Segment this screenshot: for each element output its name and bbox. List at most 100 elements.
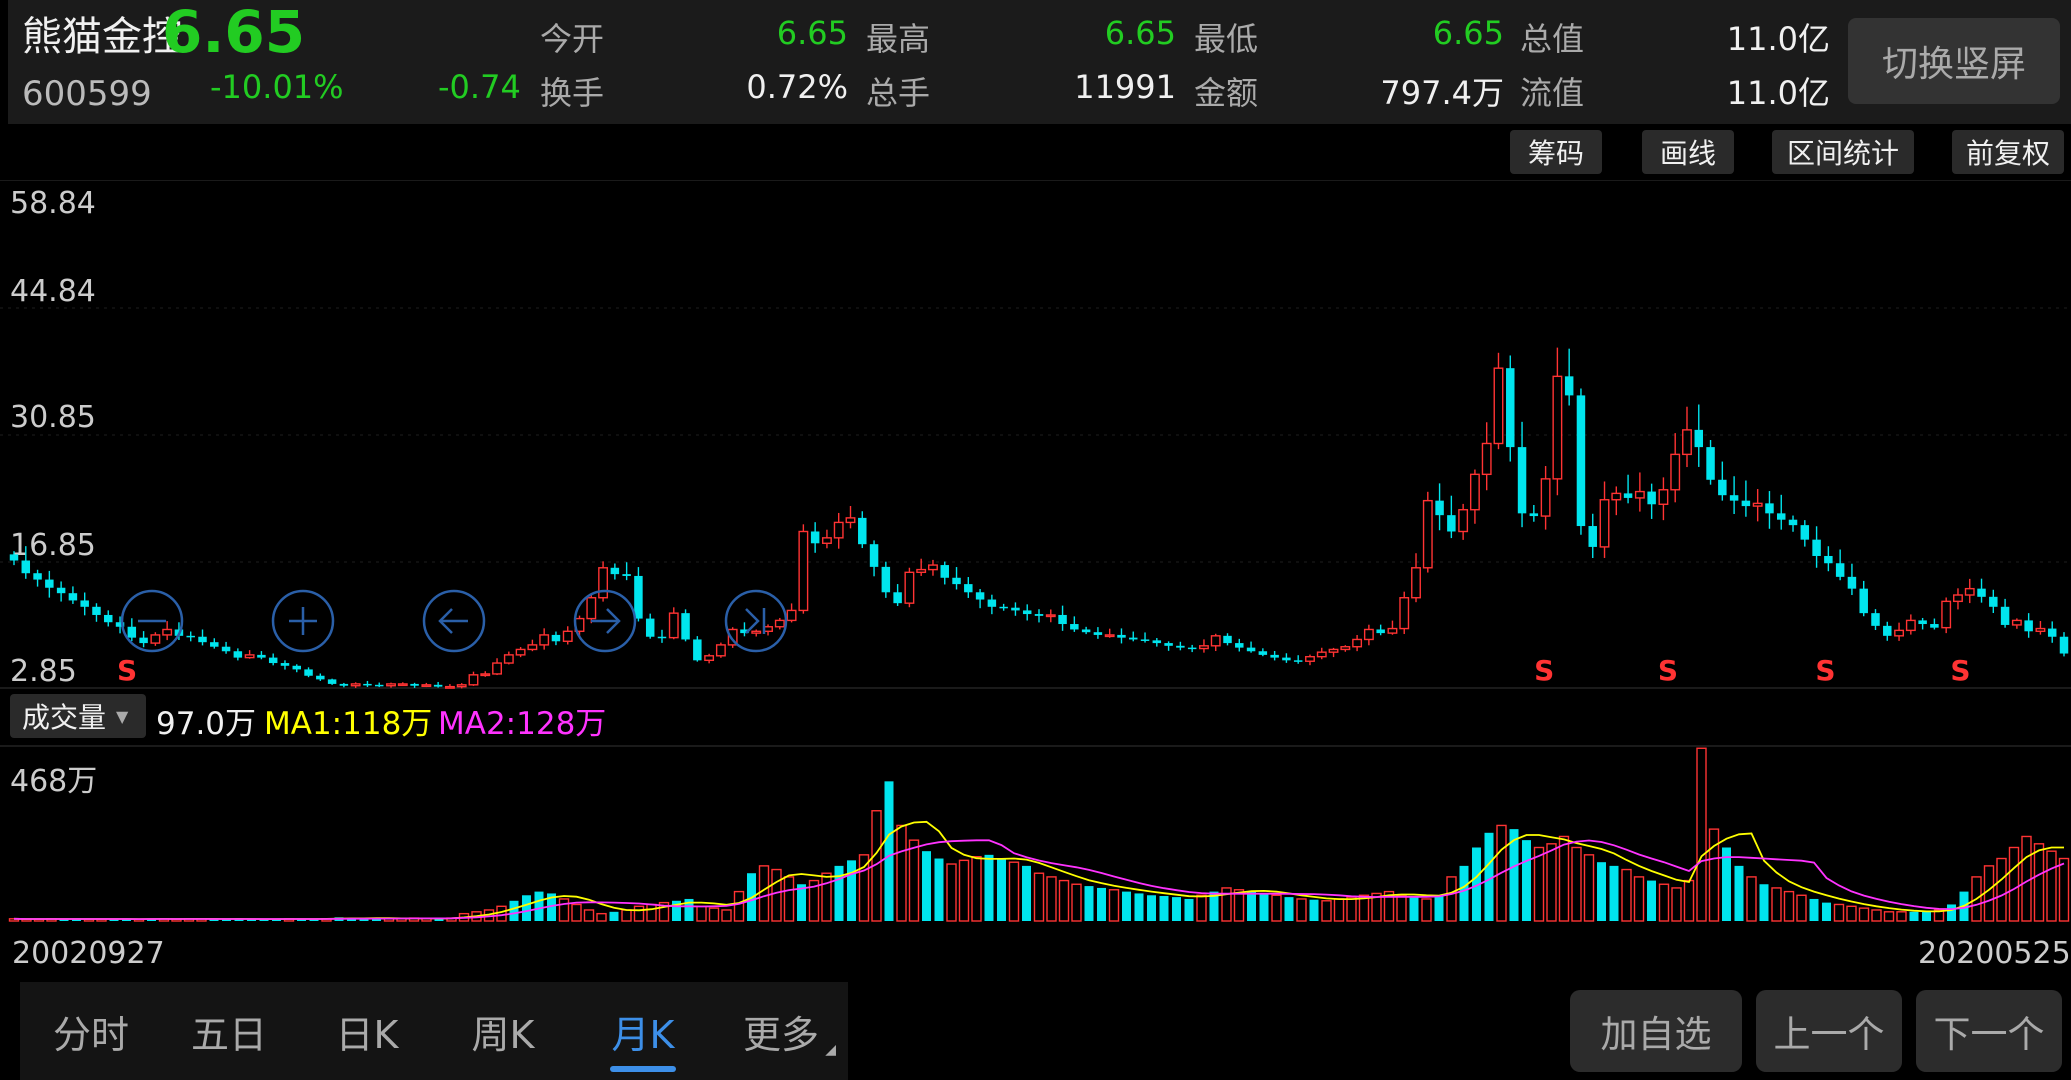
volume-bar xyxy=(1122,891,1131,921)
volume-bar xyxy=(621,909,632,922)
tab-intraday[interactable]: 分时 xyxy=(52,1012,129,1057)
volume-bar xyxy=(1871,909,1882,922)
candle-body xyxy=(1176,645,1185,648)
zoom-in-icon[interactable] xyxy=(271,589,335,653)
chips-button[interactable]: 筹码 xyxy=(1510,130,1602,174)
volume-chart[interactable] xyxy=(0,745,2071,925)
volume-bar xyxy=(1284,897,1294,921)
tab-monthly-k[interactable]: 月K xyxy=(584,982,702,1080)
volume-bar xyxy=(609,911,619,921)
draw-line-button[interactable]: 画线 xyxy=(1642,130,1734,174)
volume-bar xyxy=(1196,894,1207,922)
candle-body xyxy=(539,634,550,646)
volume-bar xyxy=(1134,893,1144,921)
volume-bar xyxy=(1722,847,1731,921)
candle-body xyxy=(1376,629,1385,634)
price-tick: 30.85 xyxy=(10,400,96,435)
indicator-selector-label: 成交量 xyxy=(22,701,107,734)
sell-signal-mark: S xyxy=(1815,654,1835,687)
volume-bar xyxy=(1558,835,1570,922)
turnover-label: 换手 xyxy=(540,74,605,112)
add-watchlist-button[interactable]: 加自选 xyxy=(1570,990,1742,1072)
volume-bar xyxy=(509,900,519,921)
candle-body xyxy=(1989,596,1998,607)
price-tick: 58.84 xyxy=(10,186,96,221)
adjust-button[interactable]: 前复权 xyxy=(1952,130,2064,174)
volume-bar xyxy=(1896,911,1907,922)
candle-body xyxy=(1070,624,1079,630)
candle-body xyxy=(657,636,667,639)
volume-bar xyxy=(1883,911,1895,922)
candle-body xyxy=(1363,628,1374,641)
tab-daily-k[interactable]: 日K xyxy=(335,1012,399,1057)
candle-body xyxy=(1765,503,1774,514)
total-mv-value: 11.0亿 xyxy=(1726,20,1830,58)
candle-body xyxy=(798,530,809,612)
candle-body xyxy=(1623,493,1633,498)
candle-body xyxy=(1729,495,1739,501)
volume-bar xyxy=(1833,903,1845,922)
volume-bar xyxy=(1459,865,1469,921)
candle-body xyxy=(774,619,785,628)
volume-bar xyxy=(1333,898,1345,922)
volume-bar xyxy=(1647,880,1656,921)
candle-body xyxy=(1117,634,1126,638)
volume-bar xyxy=(1484,832,1494,921)
scroll-right-icon[interactable] xyxy=(573,589,637,653)
tab-five-day[interactable]: 五日 xyxy=(190,1012,267,1057)
volume-bar xyxy=(1221,887,1232,922)
volume-label: 总手 xyxy=(866,74,931,112)
candle-body xyxy=(1634,490,1645,499)
volume-bar xyxy=(534,891,544,921)
tab-more-label: 更多 xyxy=(742,1012,819,1057)
volume-bar xyxy=(884,781,894,921)
volume-bar xyxy=(1022,865,1031,921)
period-tab-bar: 分时 五日 日K 周K 月K 更多 ◢ xyxy=(20,982,848,1080)
candle-body xyxy=(1493,367,1504,445)
candle-body xyxy=(845,517,856,524)
volume-bar xyxy=(2046,850,2057,922)
candle-body xyxy=(1658,489,1669,505)
indicator-selector[interactable]: 成交量 ▼ xyxy=(10,694,146,738)
candle-body xyxy=(1081,629,1091,633)
volume-bar xyxy=(997,858,1006,921)
volume-ma2: MA2:128万 xyxy=(438,706,607,742)
scroll-to-end-icon[interactable] xyxy=(724,589,788,653)
volume-bar xyxy=(272,919,281,921)
volume-bar xyxy=(596,912,607,922)
range-stats-button[interactable]: 区间统计 xyxy=(1772,130,1914,174)
volume-bar xyxy=(684,898,694,921)
volume-bar xyxy=(1409,897,1419,921)
tab-more[interactable]: 更多 ◢ xyxy=(722,982,840,1080)
next-stock-button[interactable]: 下一个 xyxy=(1916,990,2062,1072)
candle-body xyxy=(456,684,467,688)
candle-body xyxy=(1045,614,1056,618)
volume-bar xyxy=(783,876,795,922)
volume-bar xyxy=(571,903,582,922)
candle-body xyxy=(2011,619,2022,626)
tab-monthly-k-label: 月K xyxy=(611,1012,675,1057)
candle-body xyxy=(1104,634,1115,638)
candle-body xyxy=(1564,376,1574,396)
tab-weekly-k[interactable]: 周K xyxy=(471,1012,535,1057)
candle-body xyxy=(622,574,631,576)
candle-body xyxy=(1469,473,1480,511)
scroll-left-icon[interactable] xyxy=(422,589,486,653)
candle-body xyxy=(1647,491,1656,505)
candle-body xyxy=(104,614,113,623)
previous-stock-button[interactable]: 上一个 xyxy=(1756,990,1902,1072)
candle-body xyxy=(786,609,797,622)
candle-body xyxy=(1540,478,1551,517)
candle-body xyxy=(1588,526,1597,547)
candle-body xyxy=(727,628,738,646)
candle-body xyxy=(410,683,419,686)
zoom-out-icon[interactable] xyxy=(120,589,184,653)
volume-current: 97.0万 xyxy=(156,706,257,742)
candle-body xyxy=(1953,594,1963,603)
switch-portrait-button[interactable]: 切换竖屏 xyxy=(1848,18,2060,104)
candle-body xyxy=(1011,607,1020,611)
candle-body xyxy=(2047,628,2057,637)
volume-bar xyxy=(1809,898,1819,921)
stock-code: 600599 xyxy=(22,74,152,114)
